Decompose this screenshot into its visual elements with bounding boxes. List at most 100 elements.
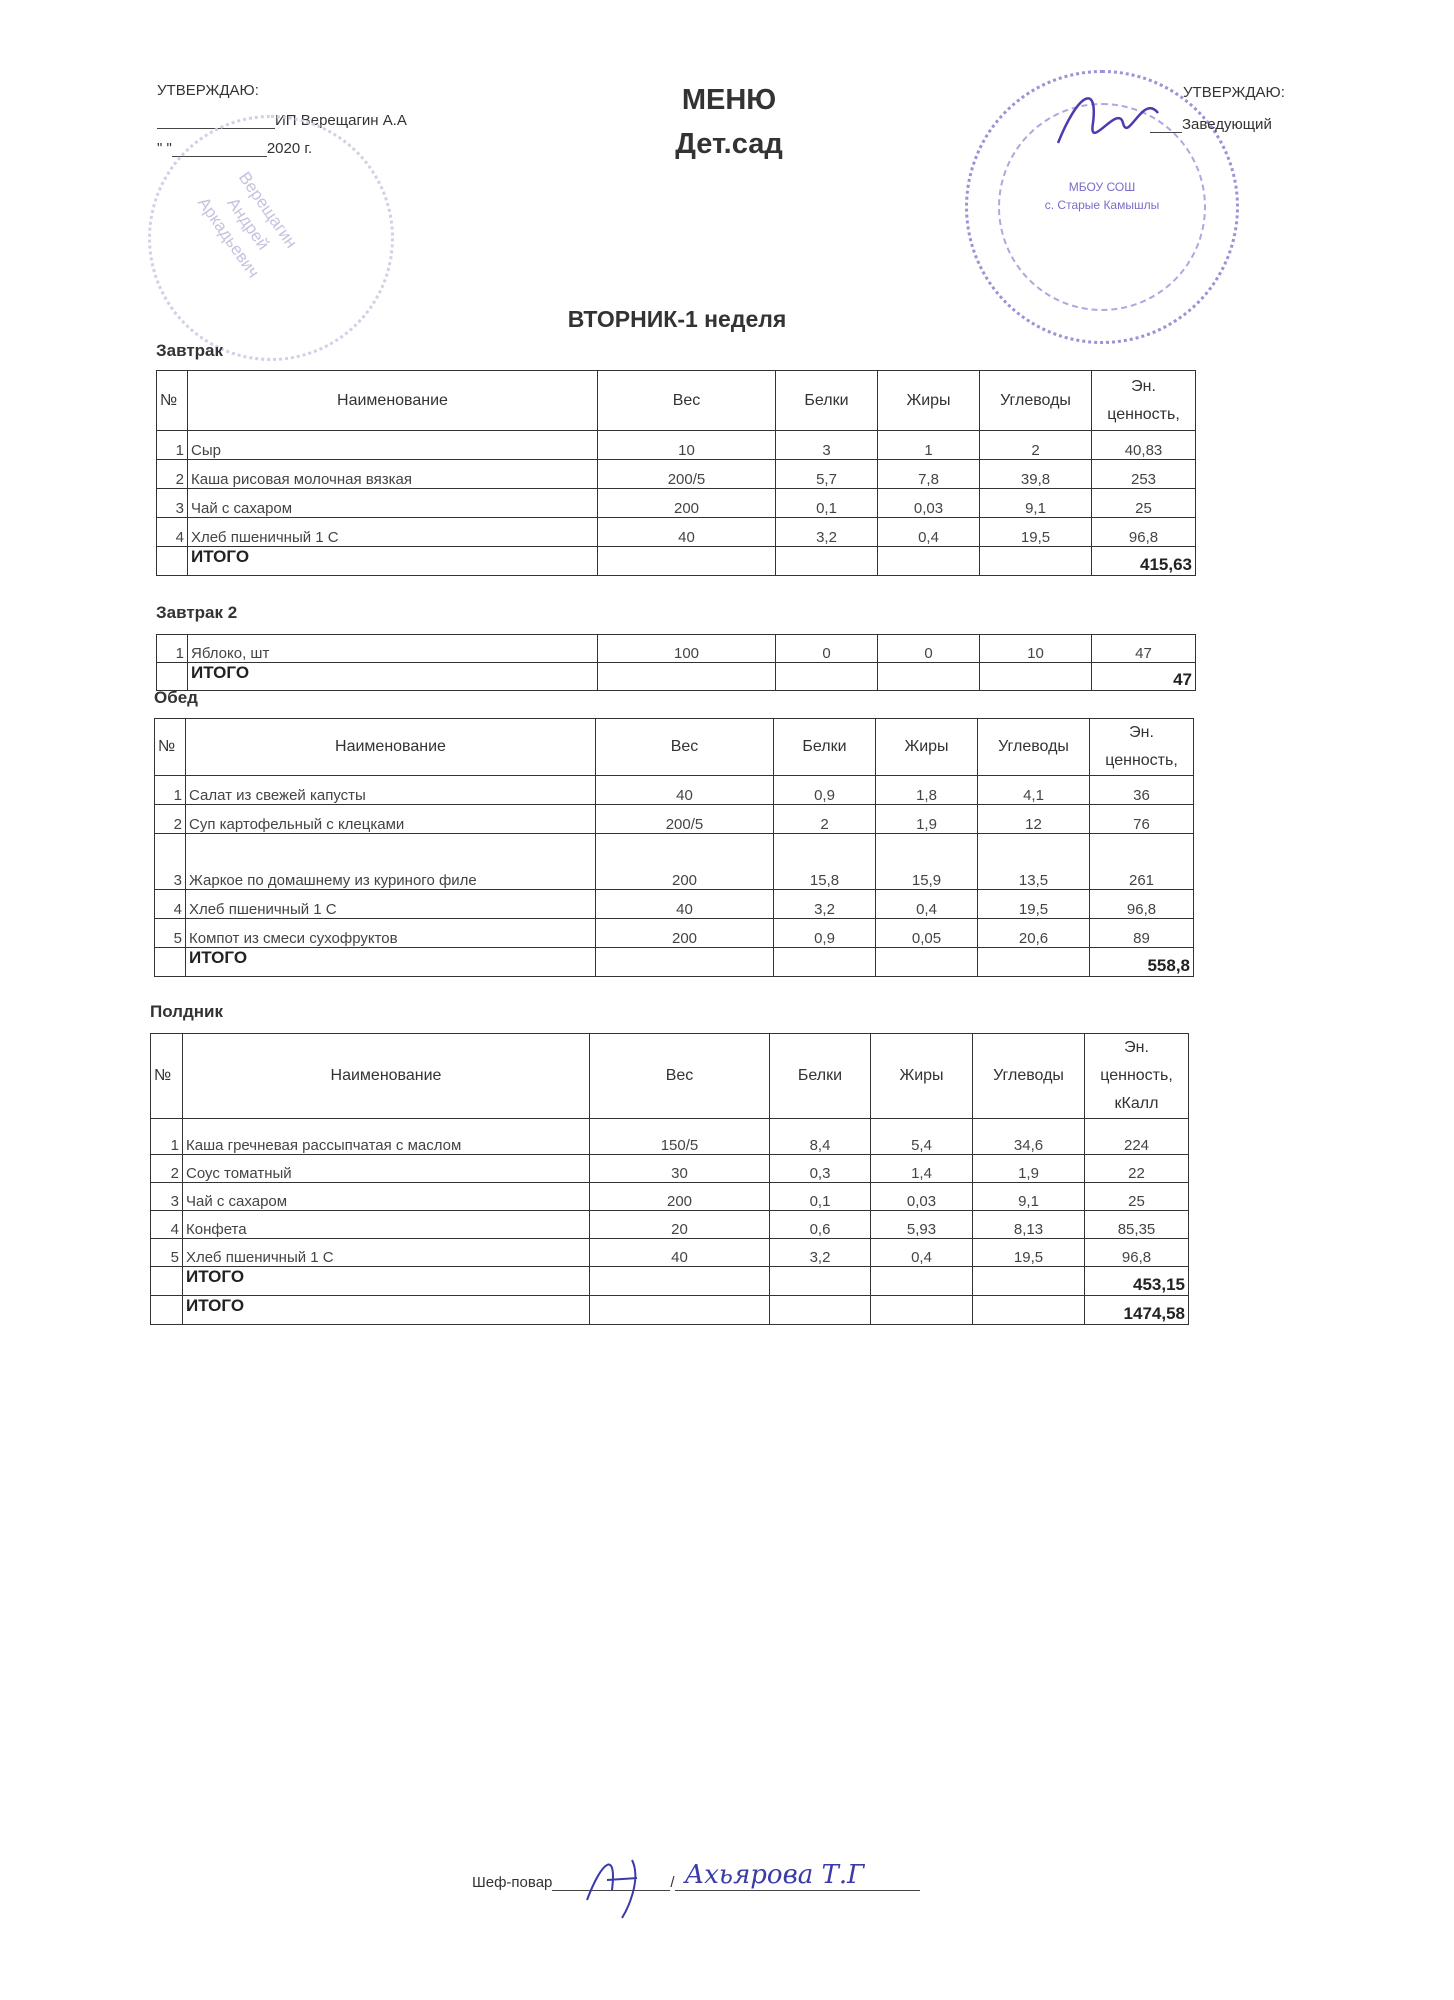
item-name: Каша рисовая молочная вязкая (187, 459, 598, 489)
table-row: 1 Каша гречневая рассыпчатая с маслом 150/… (150, 1118, 1189, 1155)
item-name: Каша гречневая рассыпчатая с маслом (182, 1118, 590, 1155)
table-header: № Наименование Вес Белки Жиры Углеводы Эн. цен… (154, 718, 1194, 776)
carbs: 10 (979, 634, 1092, 663)
protein: 0,1 (769, 1182, 871, 1211)
empty-cell (977, 947, 1090, 977)
empty-cell (773, 947, 876, 977)
table-header: № Наименование Вес Белки Жиры Углеводы Эн. цен… (150, 1033, 1189, 1119)
carbs: 8,13 (972, 1210, 1085, 1239)
item-name: Салат из свежей капусты (185, 775, 596, 805)
carbs: 19,5 (977, 889, 1090, 919)
director-signature (1056, 97, 1159, 144)
carbs: 9,1 (972, 1182, 1085, 1211)
empty-cell (150, 1266, 183, 1296)
energy: 25 (1084, 1182, 1189, 1211)
energy: 96,8 (1091, 517, 1196, 547)
fat: 7,8 (877, 459, 980, 489)
table-row: 3 Чай с сахаром 200 0,1 0,03 9,1 25 (156, 488, 1196, 518)
fat: 0,05 (875, 918, 978, 948)
weight: 40 (595, 889, 774, 919)
total-row: ИТОГО 1474,58 (150, 1295, 1189, 1325)
left-stamp: Верещагин Андрей Аркадьевич (148, 115, 394, 361)
column-header: Вес (589, 1033, 770, 1119)
item-name: Суп картофельный с клецками (185, 804, 596, 834)
fat: 1,4 (870, 1154, 973, 1183)
total-row: ИТОГО 453,15 (150, 1266, 1189, 1296)
energy: 96,8 (1089, 889, 1194, 919)
row-number: 3 (150, 1182, 183, 1211)
signature-line (552, 1876, 671, 1891)
total-row: ИТОГО 415,63 (156, 546, 1196, 576)
weight: 30 (589, 1154, 770, 1183)
fat: 1,8 (875, 775, 978, 805)
protein: 3,2 (773, 889, 876, 919)
table-row: 4 Хлеб пшеничный 1 С 40 3,2 0,4 19,5 96,8 (154, 889, 1194, 919)
row-number: 4 (150, 1210, 183, 1239)
item-name: Хлеб пшеничный 1 С (185, 889, 596, 919)
protein: 0,9 (773, 775, 876, 805)
fat: 0,4 (875, 889, 978, 919)
carbs: 12 (977, 804, 1090, 834)
table-header: № Наименование Вес Белки Жиры Углеводы Эн. цен… (156, 370, 1196, 431)
protein: 2 (773, 804, 876, 834)
carbs: 13,5 (977, 833, 1090, 890)
empty-cell (769, 1295, 871, 1325)
empty-cell (870, 1295, 973, 1325)
page-subtitle: Дет.сад (675, 128, 783, 160)
row-number: 3 (154, 833, 186, 890)
protein: 0,3 (769, 1154, 871, 1183)
column-header: Вес (595, 718, 774, 776)
empty-cell (877, 546, 980, 576)
empty-cell (597, 662, 776, 691)
table-row: 4 Хлеб пшеничный 1 С 40 3,2 0,4 19,5 96,8 (156, 517, 1196, 547)
row-number: 4 (154, 889, 186, 919)
protein: 8,4 (769, 1118, 871, 1155)
total-value: 47 (1091, 662, 1196, 691)
energy: 47 (1091, 634, 1196, 663)
energy: 22 (1084, 1154, 1189, 1183)
empty-cell (589, 1295, 770, 1325)
fat: 5,93 (870, 1210, 973, 1239)
total-row: ИТОГО 47 (156, 662, 1196, 691)
weight: 150/5 (589, 1118, 770, 1155)
energy: 85,35 (1084, 1210, 1189, 1239)
weight: 40 (589, 1238, 770, 1267)
left-approve-label: УТВЕРЖДАЮ: (157, 82, 259, 99)
empty-cell (875, 947, 978, 977)
column-header: Эн. ценность, кКалл (1084, 1033, 1189, 1119)
table-row: 5 Компот из смеси сухофруктов 200 0,9 0,05 20… (154, 918, 1194, 948)
column-header: Эн. ценность, (1089, 718, 1194, 776)
section-label: Обед (154, 688, 198, 707)
column-header: Наименование (187, 370, 598, 431)
energy: 89 (1089, 918, 1194, 948)
protein: 15,8 (773, 833, 876, 890)
carbs: 9,1 (979, 488, 1092, 518)
energy: 261 (1089, 833, 1194, 890)
column-header: Белки (775, 370, 878, 431)
table-row: 1 Салат из свежей капусты 40 0,9 1,8 4,1 36 (154, 775, 1194, 805)
energy: 40,83 (1091, 430, 1196, 460)
menu-table: № Наименование Вес Белки Жиры Углеводы Эн. цен… (154, 718, 1194, 977)
protein: 3 (775, 430, 878, 460)
total-value: 453,15 (1084, 1266, 1189, 1296)
column-header: Белки (773, 718, 876, 776)
protein: 3,2 (775, 517, 878, 547)
protein: 0,1 (775, 488, 878, 518)
column-header: Жиры (875, 718, 978, 776)
fat: 5,4 (870, 1118, 973, 1155)
chef-name-line: Ахьярова Т.Г (674, 1860, 920, 1891)
fat: 0 (877, 634, 980, 663)
section-label: Завтрак (156, 341, 224, 360)
section-label: Завтрак 2 (156, 603, 238, 622)
column-header: Наименование (182, 1033, 590, 1119)
table-row: 3 Жаркое по домашнему из куриного филе 200… (154, 833, 1194, 890)
right-stamp: МБОУ СОШ с. Старые Камышлы (965, 70, 1239, 344)
chef-handwritten-signature (586, 1859, 638, 1919)
item-name: Хлеб пшеничный 1 С (187, 517, 598, 547)
weight: 200 (595, 918, 774, 948)
empty-cell (597, 546, 776, 576)
energy: 253 (1091, 459, 1196, 489)
column-header: Углеводы (972, 1033, 1085, 1119)
protein: 5,7 (775, 459, 878, 489)
weight: 40 (595, 775, 774, 805)
